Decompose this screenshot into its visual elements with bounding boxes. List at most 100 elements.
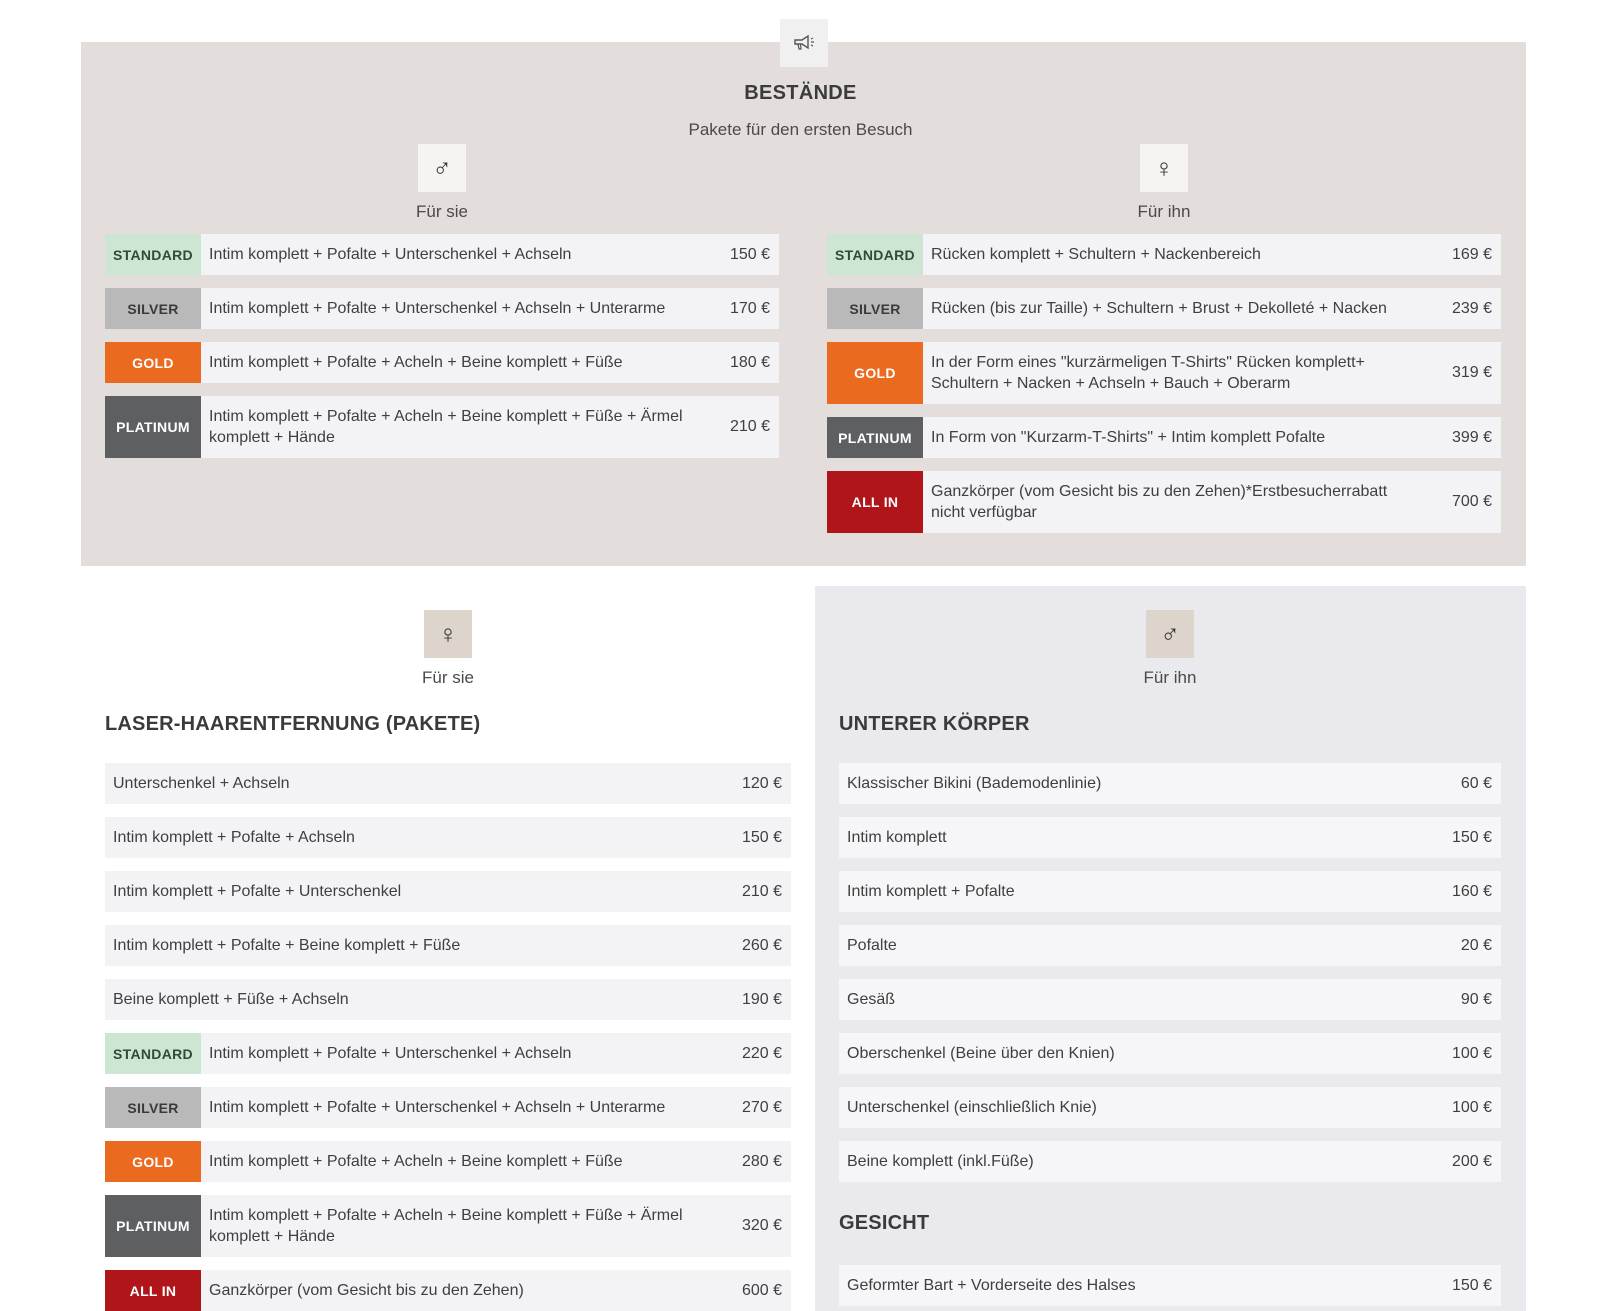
price-row: Unterschenkel + Achseln 120 €: [105, 763, 791, 804]
treatment-description: Intim komplett + Pofalte + Acheln + Bein…: [209, 408, 683, 446]
treatment-description: In Form von "Kurzarm-T-Shirts" + Intim k…: [931, 429, 1326, 446]
price-row: PLATINUM Intim komplett + Pofalte + Achel…: [105, 1195, 791, 1257]
megaphone-icon: [780, 19, 828, 67]
price-row: SILVER Intim komplett + Pofalte + Untersc…: [105, 1087, 791, 1128]
treatment-description: Unterschenkel + Achseln: [113, 775, 290, 792]
treatment-description: Intim komplett + Pofalte + Acheln + Bein…: [209, 1207, 683, 1245]
price-value: 200 €: [1451, 1152, 1492, 1170]
gender-label: Für ihn: [1137, 202, 1191, 221]
price-value: 270 €: [741, 1098, 782, 1116]
package-tier-badge: PLATINUM: [105, 1195, 201, 1257]
treatment-description: Intim komplett + Pofalte + Unterschenkel…: [209, 1045, 572, 1062]
price-row: Intim komplett 150 €: [839, 817, 1501, 858]
treatment-description: Intim komplett + Pofalte + Acheln + Bein…: [209, 354, 623, 371]
price-value: 320 €: [741, 1217, 782, 1234]
male-symbol-icon: ♂: [418, 144, 466, 192]
treatment-description: Intim komplett + Pofalte + Acheln + Bein…: [209, 1153, 623, 1170]
treatment-description: Geformter Bart + Vorderseite des Halses: [847, 1277, 1136, 1294]
treatment-description: Unterschenkel (einschließlich Knie): [847, 1099, 1097, 1116]
price-row: Beine komplett + Füße + Achseln 190 €: [105, 979, 791, 1020]
treatment-description: In der Form eines "kurzärmeligen T-Shirt…: [931, 354, 1365, 392]
price-value: 150 €: [729, 245, 770, 263]
treatment-description: Ganzkörper (vom Gesicht bis zu den Zehen…: [931, 483, 1388, 521]
package-tier-badge: SILVER: [827, 288, 923, 329]
price-row: Intim komplett + Pofalte 160 €: [839, 871, 1501, 912]
price-row: GOLD Intim komplett + Pofalte + Acheln + …: [105, 342, 779, 383]
package-tier-badge: STANDARD: [827, 234, 923, 275]
gender-block-top-right: ♀ Für ihn: [1124, 144, 1204, 222]
treatment-description: Intim komplett + Pofalte + Unterschenkel…: [209, 1099, 666, 1116]
price-value: 260 €: [741, 936, 782, 954]
treatment-description: Beine komplett + Füße + Achseln: [113, 991, 349, 1008]
treatment-description: Rücken komplett + Schultern + Nackenbere…: [931, 246, 1261, 263]
price-row: SILVER Intim komplett + Pofalte + Untersc…: [105, 288, 779, 329]
price-value: 120 €: [741, 774, 782, 792]
price-value: 239 €: [1451, 299, 1492, 317]
page-title: BESTÄNDE: [744, 82, 857, 104]
treatment-description: Klassischer Bikini (Bademodenlinie): [847, 775, 1102, 792]
price-value: 280 €: [741, 1152, 782, 1170]
price-value: 399 €: [1451, 428, 1492, 446]
package-tier-badge: GOLD: [827, 342, 923, 404]
price-value: 170 €: [729, 299, 770, 317]
price-row: STANDARD Intim komplett + Pofalte + Unter…: [105, 1033, 791, 1074]
package-tier-badge: SILVER: [105, 1087, 201, 1128]
gender-block-top-left: ♂ Für sie: [402, 144, 482, 222]
gender-block-bottom-right: ♂ Für ihn: [1130, 610, 1210, 688]
price-value: 100 €: [1451, 1044, 1492, 1062]
treatment-description: Intim komplett + Pofalte + Achseln: [113, 829, 355, 846]
price-value: 150 €: [1451, 1276, 1492, 1294]
price-row: PLATINUM Intim komplett + Pofalte + Achel…: [105, 396, 779, 458]
price-row: Intim komplett + Pofalte + Beine komplet…: [105, 925, 791, 966]
price-row: Pofalte 20 €: [839, 925, 1501, 966]
section-title-laser-packages: LASER-HAARENTFERNUNG (PAKETE): [105, 713, 481, 735]
price-value: 319 €: [1451, 364, 1492, 381]
treatment-description: Intim komplett + Pofalte + Unterschenkel: [113, 883, 402, 900]
package-tier-badge: ALL IN: [827, 471, 923, 533]
price-row: Intim komplett + Pofalte + Unterschenkel…: [105, 871, 791, 912]
price-value: 180 €: [729, 353, 770, 371]
price-value: 190 €: [741, 990, 782, 1008]
price-row: ALL IN Ganzkörper (vom Gesicht bis zu den…: [827, 471, 1501, 533]
treatment-description: Gesäß: [847, 991, 896, 1008]
price-row: Beine komplett (inkl.Füße) 200 €: [839, 1141, 1501, 1182]
gender-block-bottom-left: ♀ Für sie: [408, 610, 488, 688]
gender-label: Für sie: [422, 668, 474, 687]
price-value: 150 €: [1451, 828, 1492, 846]
treatment-description: Intim komplett + Pofalte: [847, 883, 1015, 900]
price-row: Unterschenkel (einschließlich Knie) 100 €: [839, 1087, 1501, 1128]
female-symbol-icon: ♀: [424, 610, 472, 658]
price-row: Geformter Bart + Vorderseite des Halses 1…: [839, 1265, 1501, 1306]
price-value: 169 €: [1451, 245, 1492, 263]
price-row: Intim komplett + Pofalte + Achseln 150 €: [105, 817, 791, 858]
price-row: GOLD In der Form eines "kurzärmeligen T-S…: [827, 342, 1501, 404]
female-symbol-icon: ♀: [1140, 144, 1188, 192]
treatment-description: Intim komplett + Pofalte + Unterschenkel…: [209, 300, 666, 317]
price-list-face: Geformter Bart + Vorderseite des Halses 1…: [839, 1265, 1501, 1311]
section-title-lower-body: UNTERER KÖRPER: [839, 713, 1030, 735]
price-value: 20 €: [1460, 936, 1492, 954]
gender-label: Für sie: [416, 202, 468, 221]
price-row: SILVER Rücken (bis zur Taille) + Schulter…: [827, 288, 1501, 329]
treatment-description: Intim komplett + Pofalte + Unterschenkel…: [209, 246, 572, 263]
price-value: 160 €: [1451, 882, 1492, 900]
price-row: STANDARD Rücken komplett + Schultern + Na…: [827, 234, 1501, 275]
price-value: 60 €: [1460, 774, 1492, 792]
price-value: 220 €: [741, 1044, 782, 1062]
package-list-bottom-left: Unterschenkel + Achseln 120 € Intim komple…: [105, 763, 791, 1311]
gender-label: Für ihn: [1143, 668, 1197, 687]
treatment-description: Pofalte: [847, 937, 897, 954]
package-tier-badge: GOLD: [105, 1141, 201, 1182]
price-value: 90 €: [1460, 990, 1492, 1008]
male-symbol-icon: ♂: [1146, 610, 1194, 658]
package-tier-badge: PLATINUM: [827, 417, 923, 458]
treatment-description: Intim komplett: [847, 829, 947, 846]
treatment-description: Beine komplett (inkl.Füße): [847, 1153, 1034, 1170]
price-row: GOLD Intim komplett + Pofalte + Acheln + …: [105, 1141, 791, 1182]
treatment-description: Rücken (bis zur Taille) + Schultern + Br…: [931, 300, 1387, 317]
price-value: 210 €: [741, 882, 782, 900]
package-list-top-right: STANDARD Rücken komplett + Schultern + Na…: [827, 234, 1501, 546]
package-tier-badge: ALL IN: [105, 1270, 201, 1311]
package-tier-badge: PLATINUM: [105, 396, 201, 458]
price-value: 600 €: [741, 1281, 782, 1299]
